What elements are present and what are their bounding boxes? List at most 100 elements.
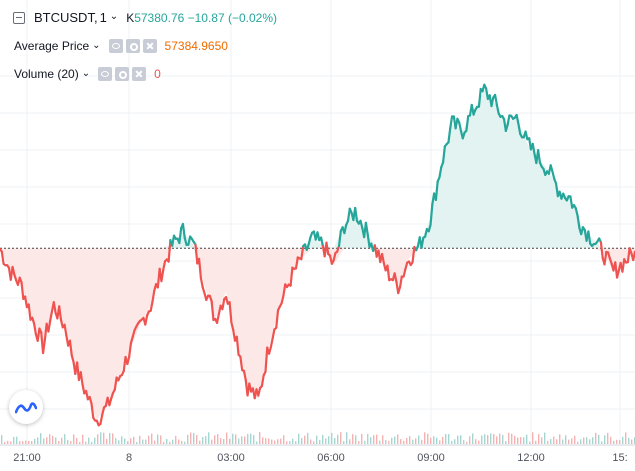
volume-study-legend: Volume (20) ⌄ 0 [0,67,161,81]
price-segment [343,223,348,235]
volume-bar [172,439,174,444]
volume-bar [535,440,537,444]
price-segment [574,207,579,218]
price-segment [438,166,443,179]
volume-bar [544,432,546,444]
volume-bar [568,439,570,444]
volume-bar [301,437,303,444]
gear-icon[interactable] [125,39,140,53]
chevron-down-icon[interactable]: ⌄ [92,39,101,51]
volume-bar [142,439,144,444]
price-segment [49,310,54,322]
volume-bar [181,441,183,444]
volume-bar [373,435,375,444]
volume-bar [580,439,582,444]
volume-bar [499,433,501,444]
volume-bar [133,436,135,444]
time-tick-label: 15: [612,452,628,464]
eye-icon[interactable] [98,67,113,81]
collapse-legend-icon[interactable] [13,12,25,24]
volume-bar [49,434,51,444]
price-segment [615,269,620,279]
average-price-value: 57384.9650 [164,39,228,53]
volume-bar [139,435,141,444]
volume-bar [514,435,516,444]
volume-bar [208,432,210,444]
volume-bar [22,441,24,444]
volume-bar [400,439,402,444]
interval-label[interactable]: 1 [99,10,107,25]
price-segment [576,214,581,230]
volume-bar [217,434,219,444]
close-icon[interactable] [142,39,157,53]
price-segment [81,383,86,395]
volume-bar [472,433,474,444]
close-icon[interactable] [132,67,147,81]
volume-bar [436,437,438,444]
price-segment [32,322,37,336]
price-segment [280,294,285,305]
volume-bar [187,434,189,444]
volume-bar [508,432,510,444]
volume-bar [46,437,48,444]
price-segment [364,221,369,236]
volume-bar [31,440,33,444]
volume-bar [622,436,624,444]
volume-bar [370,437,372,444]
price-segment [90,402,95,419]
volume-bar [100,432,102,444]
volume-bar [304,435,306,444]
volume-bar [103,432,105,444]
volume-bar [10,441,12,444]
volume-bar [16,436,18,444]
price-segment [160,268,165,283]
price-segment [264,346,269,373]
price-segment [587,230,592,245]
gear-icon[interactable] [115,67,130,81]
volume-bar [250,433,252,444]
chevron-down-icon[interactable]: ⌄ [109,11,119,22]
price-segment [11,265,16,276]
price-segment [215,312,220,324]
volume-bar [529,441,531,444]
volume-bar [7,440,9,444]
price-segment [181,222,186,240]
price-segment [300,245,305,261]
volume-bar [67,439,69,444]
volume-bar [331,432,333,444]
price-segment [477,87,482,108]
volume-bar [340,432,342,444]
symbol-title[interactable]: BTCUSDT, [34,10,98,25]
eye-icon[interactable] [108,39,123,53]
volume-bar [220,438,222,444]
volume-bar [148,435,150,444]
volume-bar [556,439,558,444]
price-segment [294,256,299,270]
volume-bar [511,433,513,444]
price-segment [490,96,495,108]
price-segment [319,236,324,248]
volume-bar [178,439,180,444]
volume-bar [28,440,30,444]
volume-bar [547,441,549,444]
volume-bar [211,439,213,444]
volume-bar [124,438,126,444]
volume-bar [376,434,378,444]
volume-bar [271,439,273,444]
volume-bar [601,441,603,444]
price-segment [549,164,554,173]
chevron-down-icon[interactable]: ⌄ [81,67,91,79]
volume-label[interactable]: Volume (20) [14,67,79,81]
volume-bar [475,439,477,444]
tradingview-logo-icon[interactable] [9,390,43,424]
price-segment [267,346,272,355]
average-price-label[interactable]: Average Price [14,39,90,53]
price-segment [239,355,244,372]
volume-bar [406,438,408,444]
price-segment [88,395,93,405]
price-segment [228,301,233,324]
volume-bar [298,433,300,444]
volume-bar [25,440,27,444]
volume-bar [73,434,75,444]
